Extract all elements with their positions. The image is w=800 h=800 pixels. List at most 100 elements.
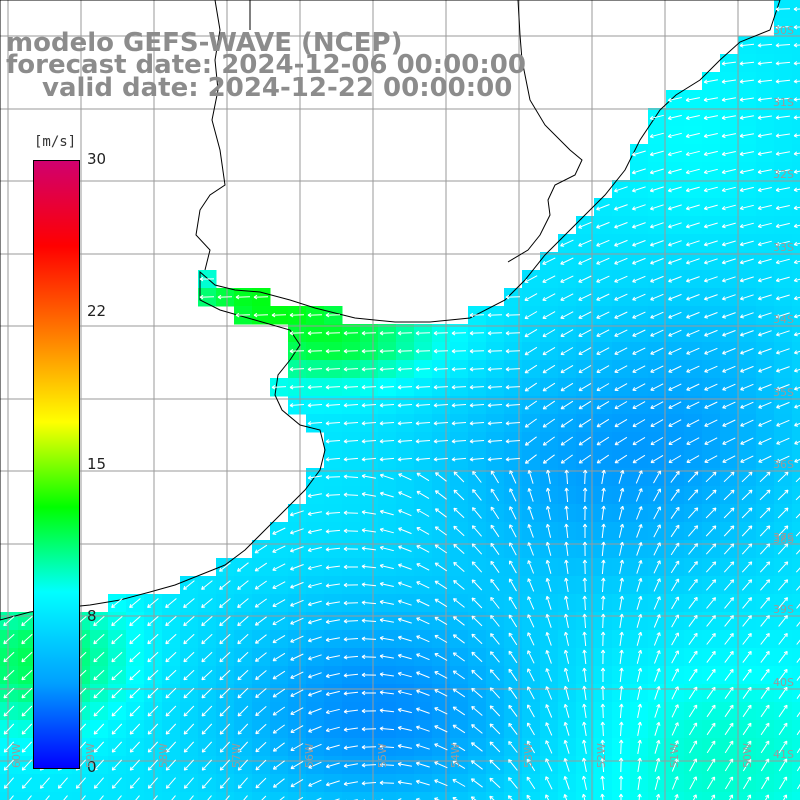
wind-arrow-shaft <box>565 614 569 628</box>
wind-arrow-head <box>765 633 770 636</box>
wind-arrow-shaft <box>704 186 718 192</box>
wind-arrow-shaft <box>490 615 500 627</box>
wind-arrow-head <box>307 421 312 424</box>
wind-arrow-head <box>721 187 726 192</box>
wind-arrow-shaft <box>724 687 734 699</box>
wind-arrow-head <box>583 793 587 798</box>
wind-arrow-shaft <box>706 633 716 645</box>
wind-arrow-head <box>793 241 798 245</box>
wind-arrow-head <box>658 776 661 780</box>
wind-arrow-shaft <box>21 741 33 753</box>
wind-arrow-shaft <box>650 437 664 445</box>
wind-arrow-head <box>758 262 762 265</box>
wind-arrow-shaft <box>560 418 574 428</box>
wind-arrow-head <box>487 439 492 442</box>
lon-label-56w: 56W <box>303 743 316 768</box>
wind-arrow-head <box>640 668 643 672</box>
wind-arrow-head <box>21 694 24 699</box>
wind-arrow-shaft <box>760 633 770 645</box>
wind-arrow-shaft <box>668 437 682 445</box>
wind-arrow-shaft <box>398 763 412 767</box>
wind-arrow-head <box>416 599 420 604</box>
wind-arrow-head <box>578 242 582 247</box>
wind-arrow-head <box>415 439 420 442</box>
wind-arrow-head <box>703 169 708 174</box>
wind-arrow-shaft <box>560 347 574 355</box>
wind-arrow-shaft <box>777 471 789 483</box>
wind-arrow-head <box>750 597 752 602</box>
wind-arrow-head <box>290 674 294 679</box>
wind-arrow-head <box>129 696 134 699</box>
wind-arrow-shaft <box>686 258 700 264</box>
wind-arrow-head <box>649 188 653 192</box>
wind-arrow-head <box>416 779 420 782</box>
wind-arrow-shaft <box>794 260 800 264</box>
wind-arrow-head <box>602 631 606 636</box>
wind-arrow-head <box>489 669 492 674</box>
wind-arrow-shaft <box>308 708 322 714</box>
wind-arrow-head <box>545 560 548 564</box>
wind-arrow-shaft <box>793 26 800 28</box>
wind-arrow-head <box>546 595 550 599</box>
wind-arrow-shaft <box>434 653 448 661</box>
wind-arrow-head <box>472 507 474 512</box>
wind-arrow-head <box>4 768 8 771</box>
wind-arrow-head <box>714 561 717 566</box>
wind-arrow-head <box>361 565 366 569</box>
wind-arrow-head <box>148 750 152 753</box>
wind-arrow-head <box>714 597 716 602</box>
wind-arrow-head <box>183 748 186 753</box>
wind-arrow-shaft <box>565 596 569 610</box>
wind-arrow-shaft <box>782 794 787 800</box>
wind-arrow-head <box>602 739 605 744</box>
wind-arrow-head <box>416 671 420 673</box>
wind-arrow-head <box>434 508 438 513</box>
wind-arrow-shaft <box>740 240 754 246</box>
wind-arrow-shaft <box>361 332 377 334</box>
wind-arrow-shaft <box>632 454 646 464</box>
wind-arrow-shaft <box>686 115 700 119</box>
wind-arrow-shaft <box>740 401 754 409</box>
wind-arrow-head <box>433 368 438 372</box>
wind-arrow-head <box>757 115 762 119</box>
wind-arrow-head <box>183 642 188 645</box>
wind-arrow-shaft <box>546 524 552 538</box>
wind-arrow-head <box>730 489 735 492</box>
wind-arrow-head <box>505 314 510 318</box>
wind-arrow-head <box>794 461 799 463</box>
wind-arrow-head <box>489 759 494 762</box>
wind-arrow-head <box>703 97 708 101</box>
wind-arrow-head <box>487 384 492 388</box>
wind-arrow-shaft <box>237 669 249 681</box>
wind-arrow-shaft <box>775 26 791 28</box>
wind-arrow-head <box>490 578 495 582</box>
wind-arrow-shaft <box>165 669 177 681</box>
wind-arrow-head <box>509 524 514 528</box>
wind-arrow-shaft <box>542 346 556 356</box>
wind-arrow-shaft <box>583 704 587 718</box>
wind-arrow-head <box>675 488 680 492</box>
wind-arrow-head <box>451 384 456 388</box>
wind-arrow-head <box>490 524 495 528</box>
wind-arrow-head <box>757 135 762 138</box>
wind-arrow-shaft <box>326 726 340 732</box>
wind-arrow-head <box>747 704 752 708</box>
wind-arrow-shaft <box>794 188 800 191</box>
wind-arrow-head <box>453 580 458 582</box>
wind-arrow-shaft <box>183 580 195 590</box>
wind-arrow-shaft <box>415 440 431 442</box>
wind-arrow-head <box>451 459 456 462</box>
wind-arrow-shaft <box>578 454 592 464</box>
wind-speed-cell <box>540 792 559 800</box>
wind-arrow-head <box>560 459 564 464</box>
wind-arrow-shaft <box>433 368 449 370</box>
wind-arrow-shaft <box>452 797 459 800</box>
wind-arrow-head <box>584 595 587 600</box>
wind-arrow-shaft <box>111 616 123 626</box>
wind-arrow-head <box>308 622 312 625</box>
wind-arrow-head <box>739 153 744 157</box>
wind-arrow-head <box>614 459 618 464</box>
wind-arrow-head <box>343 745 348 749</box>
wind-arrow-head <box>325 691 330 695</box>
wind-arrow-head <box>255 732 260 735</box>
